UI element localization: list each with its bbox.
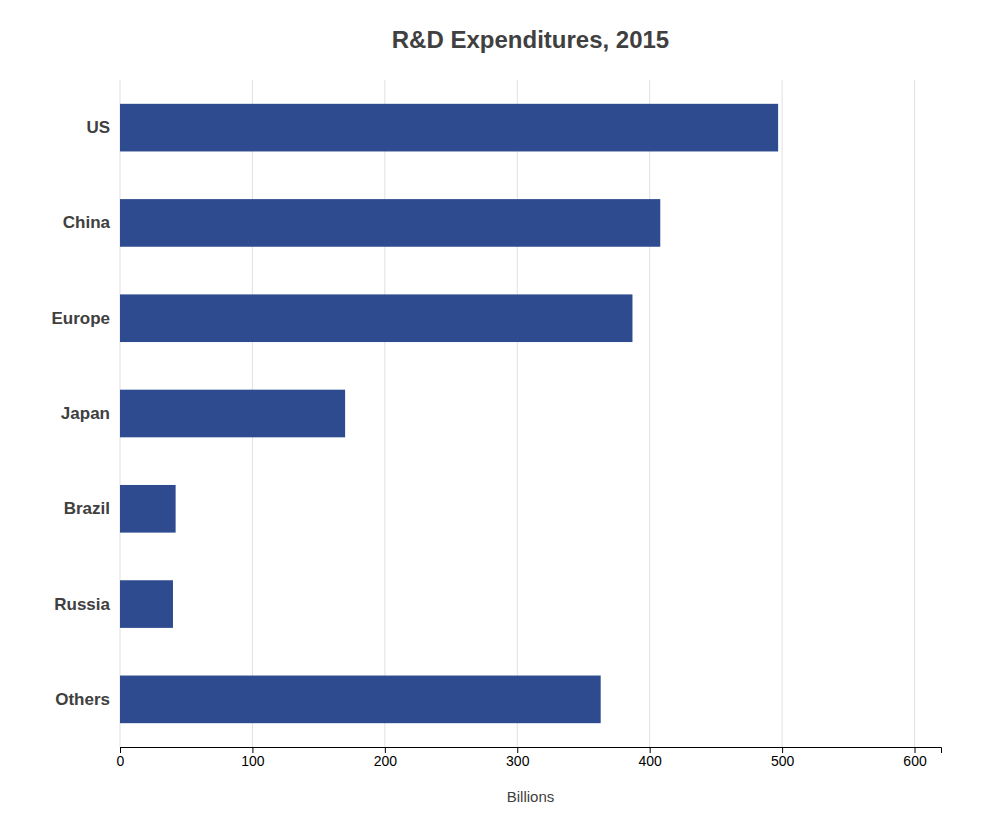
tick: China (63, 213, 111, 232)
tick-label: Russia (54, 595, 110, 614)
tick: Russia (54, 595, 110, 614)
grid (120, 80, 915, 747)
tick: Brazil (64, 499, 110, 518)
tick-label: Brazil (64, 499, 110, 518)
axis-title: Billions (507, 788, 555, 805)
tick-label: 600 (903, 753, 927, 769)
tick: 0 (117, 747, 125, 769)
bar (120, 199, 660, 247)
tick-label: 400 (638, 753, 662, 769)
grid-line (517, 80, 518, 747)
chart-title: R&D Expenditures, 2015 (392, 26, 669, 53)
bar (120, 390, 345, 438)
tick-label: 100 (241, 753, 265, 769)
bar (120, 580, 173, 628)
grid-line (384, 80, 385, 747)
tick: 600 (903, 747, 927, 769)
tick: 300 (506, 747, 530, 769)
tick: 100 (241, 747, 265, 769)
bar (120, 294, 632, 342)
tick-label: 200 (374, 753, 398, 769)
grid-line (649, 80, 650, 747)
grid-line (914, 80, 915, 747)
tick: Japan (61, 404, 110, 423)
tick-label: China (63, 213, 111, 232)
tick-label: 0 (117, 753, 125, 769)
bar (120, 676, 601, 724)
tick: 500 (771, 747, 795, 769)
plot-area: 0 100 200 300 400 500 600 US China Europe Japan Bra… (51, 80, 941, 769)
tick-label: US (86, 118, 110, 137)
tick: US (86, 118, 110, 137)
tick: Europe (51, 309, 110, 328)
tick-label: 500 (771, 753, 795, 769)
tick-label: Others (55, 690, 110, 709)
value-axis: 0 100 200 300 400 500 600 (117, 747, 942, 769)
tick-label: 300 (506, 753, 530, 769)
tick: 400 (638, 747, 662, 769)
tick: Others (55, 690, 110, 709)
grid-line (782, 80, 783, 747)
chart-svg: 0 100 200 300 400 500 600 US China Europe Japan Bra… (0, 0, 981, 827)
tick-label: Europe (51, 309, 110, 328)
bars (120, 104, 778, 723)
category-axis: US China Europe Japan Brazil Russia Others (51, 118, 110, 709)
tick-label: Japan (61, 404, 110, 423)
bar (120, 104, 778, 152)
bar (120, 485, 176, 533)
chart-container: 0 100 200 300 400 500 600 US China Europe Japan Bra… (0, 0, 981, 827)
tick: 200 (374, 747, 398, 769)
